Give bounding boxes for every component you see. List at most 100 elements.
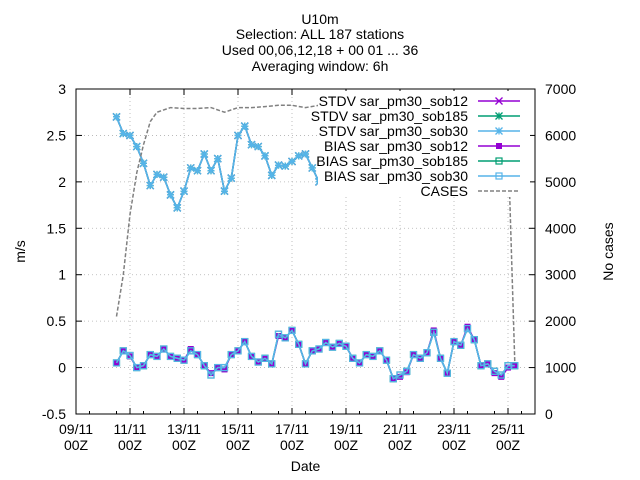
data-point <box>495 172 503 180</box>
data-point <box>498 373 505 380</box>
data-point <box>322 338 330 347</box>
data-point <box>112 359 121 367</box>
legend-label: STDV sar_pm30_sob185 <box>311 108 468 124</box>
data-point <box>396 371 404 379</box>
x-tick-label: 25/11 <box>491 421 525 437</box>
data-point <box>470 336 478 344</box>
y-tick-label: 1.5 <box>47 220 67 236</box>
title-line-1: U10m <box>301 11 339 27</box>
title-line-4: Averaging window: 6h <box>251 58 389 74</box>
data-point <box>146 350 154 359</box>
legend-label: BIAS sar_pm30_sob185 <box>316 153 468 169</box>
x-tick-label-hour: 00Z <box>172 437 197 453</box>
legend-label: BIAS sar_pm30_sob12 <box>324 138 468 154</box>
x-tick-label-hour: 00Z <box>118 437 143 453</box>
data-point <box>490 367 499 375</box>
data-point <box>227 350 235 359</box>
y2-tick-label: 5000 <box>545 174 576 190</box>
data-point <box>355 359 364 367</box>
data-point <box>430 328 438 336</box>
y2-tick-label: 1000 <box>545 360 576 376</box>
y2-tick-label: 3000 <box>545 267 576 283</box>
series-bias-sar-pm30-sob30 <box>112 324 519 383</box>
data-point <box>436 354 445 362</box>
data-point <box>349 354 357 362</box>
data-point <box>403 367 411 375</box>
data-point <box>261 354 269 362</box>
y-tick-label: 2.5 <box>47 127 67 143</box>
y-tick-label: 0.5 <box>47 313 67 329</box>
data-point <box>126 351 134 360</box>
y2-tick-label: 7000 <box>545 81 576 97</box>
x-axis-label: Date <box>291 458 321 474</box>
y-tick-label: -0.5 <box>42 406 66 422</box>
x-tick-label-hour: 00Z <box>280 437 305 453</box>
legend-label: STDV sar_pm30_sob30 <box>319 123 469 139</box>
legend-label: CASES <box>421 183 468 199</box>
data-point <box>281 334 289 342</box>
data-point <box>328 343 337 351</box>
y-tick-label: 3 <box>58 81 66 97</box>
data-point <box>139 362 148 370</box>
data-point <box>423 349 431 357</box>
data-point <box>295 340 303 348</box>
data-point <box>491 370 498 377</box>
data-point <box>180 356 188 364</box>
data-point <box>397 373 403 380</box>
data-point <box>187 347 195 355</box>
x-tick-label: 17/11 <box>275 421 309 437</box>
x-tick-label-hour: 00Z <box>442 437 467 453</box>
data-point <box>495 157 503 165</box>
data-point <box>200 362 208 370</box>
data-point <box>113 359 120 366</box>
data-point <box>464 323 471 330</box>
data-point <box>504 362 512 370</box>
y-tick-label: 1 <box>58 267 66 283</box>
data-point <box>234 347 242 355</box>
data-point <box>247 352 256 361</box>
x-tick-label: 11/11 <box>114 421 147 437</box>
data-point <box>450 337 458 346</box>
data-point <box>382 356 391 364</box>
data-point <box>173 354 181 362</box>
data-point <box>496 143 502 149</box>
data-point <box>369 352 377 361</box>
data-point <box>274 330 283 338</box>
data-point <box>511 362 519 370</box>
data-point <box>505 364 511 371</box>
data-point <box>133 363 141 372</box>
data-point <box>214 363 222 372</box>
data-point <box>254 358 262 366</box>
data-point <box>119 347 127 355</box>
data-point <box>301 360 310 368</box>
data-point <box>268 360 276 368</box>
x-tick-label: 21/11 <box>383 421 417 437</box>
data-point <box>208 370 214 377</box>
data-point <box>308 347 316 355</box>
y2-tick-label: 2000 <box>545 313 576 329</box>
x-tick-label-hour: 00Z <box>388 437 413 453</box>
data-point <box>416 354 424 362</box>
data-point <box>153 352 161 361</box>
data-point <box>221 366 228 373</box>
y2-axis-label: No cases <box>600 222 616 280</box>
data-point <box>160 345 168 353</box>
y-axis-label: m/s <box>12 240 28 263</box>
x-tick-label: 19/11 <box>329 421 363 437</box>
x-tick-label: 15/11 <box>221 421 255 437</box>
data-point <box>193 350 202 359</box>
y-tick-label: 0 <box>58 360 66 376</box>
y-tick-label: 2 <box>58 174 66 190</box>
data-point <box>409 350 418 359</box>
x-tick-label-hour: 00Z <box>496 437 521 453</box>
x-tick-label: 23/11 <box>437 421 471 437</box>
legend-background <box>318 91 530 197</box>
data-point <box>187 346 194 352</box>
data-point <box>342 342 350 350</box>
data-point <box>443 369 451 377</box>
data-point <box>335 339 343 348</box>
y2-tick-label: 4000 <box>545 220 576 236</box>
data-point <box>362 350 370 359</box>
y2-tick-label: 0 <box>545 406 553 422</box>
